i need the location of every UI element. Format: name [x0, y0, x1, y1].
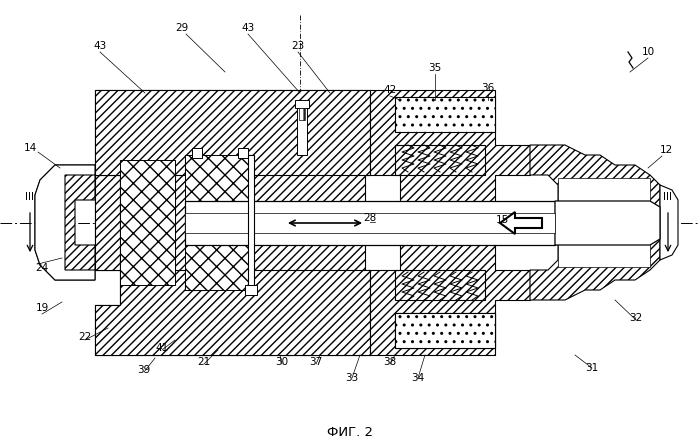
Text: 21: 21	[197, 357, 211, 367]
Text: 35: 35	[428, 63, 442, 73]
Text: 41: 41	[155, 343, 169, 353]
Bar	[248, 155, 254, 290]
Text: 36: 36	[482, 83, 495, 93]
Text: 23: 23	[291, 41, 304, 51]
Polygon shape	[558, 235, 650, 267]
Text: 32: 32	[629, 313, 643, 323]
Bar	[395, 313, 495, 348]
Text: III: III	[25, 192, 34, 202]
Text: III: III	[664, 192, 673, 202]
Text: 30: 30	[275, 357, 288, 367]
Bar	[185, 201, 555, 245]
Bar	[120, 160, 175, 285]
Polygon shape	[95, 90, 370, 355]
Bar	[245, 285, 257, 295]
Polygon shape	[95, 175, 120, 270]
Text: 24: 24	[36, 263, 48, 273]
Text: 19: 19	[36, 303, 48, 313]
Bar	[395, 97, 495, 132]
Bar	[192, 148, 202, 158]
Polygon shape	[530, 145, 660, 300]
Polygon shape	[555, 201, 660, 245]
Polygon shape	[660, 185, 678, 260]
Text: 15: 15	[496, 215, 509, 225]
Text: 37: 37	[309, 357, 323, 367]
Polygon shape	[95, 90, 370, 355]
Bar	[395, 270, 485, 300]
Text: 31: 31	[585, 363, 598, 373]
Text: 28: 28	[363, 213, 377, 223]
Text: 42: 42	[384, 85, 397, 95]
Polygon shape	[35, 165, 95, 280]
Text: ФИГ. 2: ФИГ. 2	[327, 425, 373, 438]
Polygon shape	[500, 212, 542, 234]
Bar	[395, 145, 485, 175]
Text: 39: 39	[137, 365, 150, 375]
Text: 43: 43	[241, 23, 255, 33]
Text: 29: 29	[176, 23, 188, 33]
Text: 38: 38	[384, 357, 397, 367]
Bar	[299, 108, 305, 120]
Bar	[185, 155, 253, 290]
Text: 12: 12	[659, 145, 673, 155]
Bar	[297, 105, 307, 155]
Polygon shape	[370, 90, 530, 355]
Text: 34: 34	[412, 373, 425, 383]
Text: 43: 43	[93, 41, 106, 51]
Text: 10: 10	[641, 47, 654, 57]
Polygon shape	[558, 178, 650, 210]
Bar	[238, 148, 248, 158]
Text: 33: 33	[345, 373, 358, 383]
Bar	[295, 100, 309, 108]
Polygon shape	[35, 165, 95, 280]
Bar	[185, 213, 555, 233]
Text: 22: 22	[78, 332, 92, 342]
Bar	[395, 313, 495, 348]
Text: 14: 14	[23, 143, 36, 153]
